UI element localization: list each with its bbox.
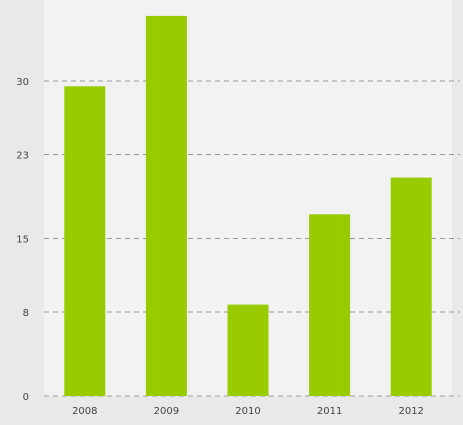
bar-2009 <box>145 15 187 397</box>
x-tick-label: 2011 <box>317 406 342 417</box>
y-tick-label: 0 <box>23 392 29 403</box>
bar-2008 <box>64 86 106 397</box>
y-tick-label: 15 <box>16 235 29 246</box>
x-tick-label: 2008 <box>72 406 97 417</box>
y-tick-label: 30 <box>16 77 29 88</box>
y-axis-tick-labels: 0 8 15 23 30 <box>16 77 29 403</box>
y-tick-label: 8 <box>23 308 29 319</box>
bar-2010 <box>227 304 269 396</box>
bar-2012 <box>390 177 432 396</box>
bars <box>64 15 432 397</box>
x-tick-label: 2012 <box>398 406 423 417</box>
x-tick-label: 2010 <box>235 406 260 417</box>
x-axis-tick-labels: 2008 2009 2010 2011 2012 <box>72 406 424 417</box>
x-tick-label: 2009 <box>154 406 179 417</box>
y-tick-label: 23 <box>16 151 29 162</box>
bar-2011 <box>309 214 351 396</box>
